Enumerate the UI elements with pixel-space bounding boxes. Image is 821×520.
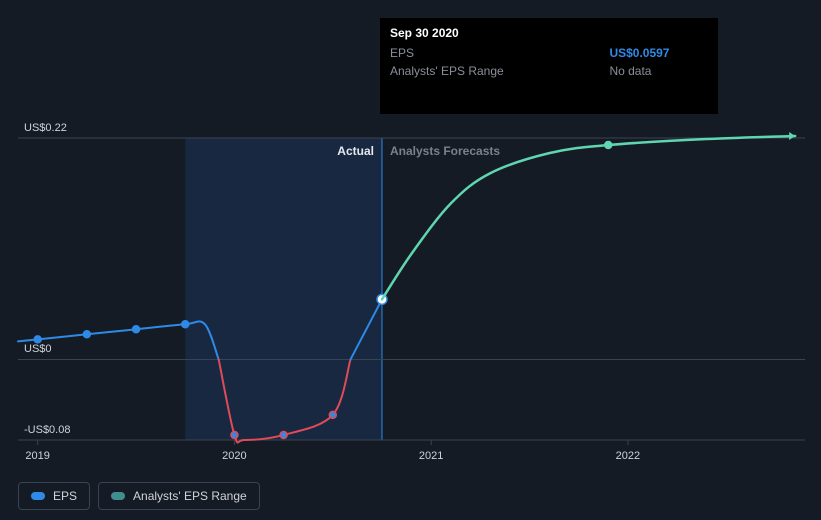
legend-swatch-icon <box>111 492 125 500</box>
chart-tooltip: Sep 30 2020 EPS US$0.0597 Analysts' EPS … <box>380 18 718 114</box>
tooltip-title: Sep 30 2020 <box>390 26 708 40</box>
y-axis-label: -US$0.08 <box>24 424 70 436</box>
legend-swatch-icon <box>31 492 45 500</box>
tooltip-table: EPS US$0.0597 Analysts' EPS Range No dat… <box>390 44 708 80</box>
y-axis-label: US$0.22 <box>24 122 67 134</box>
legend-item-eps[interactable]: EPS <box>18 482 90 510</box>
tooltip-key: Analysts' EPS Range <box>390 62 609 80</box>
x-axis-label: 2022 <box>616 450 640 462</box>
legend-label: EPS <box>53 489 77 503</box>
legend: EPS Analysts' EPS Range <box>18 482 260 510</box>
x-axis-label: 2021 <box>419 450 443 462</box>
legend-item-analysts-range[interactable]: Analysts' EPS Range <box>98 482 260 510</box>
eps-chart-container: Sep 30 2020 EPS US$0.0597 Analysts' EPS … <box>0 0 821 520</box>
legend-label: Analysts' EPS Range <box>133 489 247 503</box>
tooltip-key: EPS <box>390 44 609 62</box>
y-axis-label: US$0 <box>24 343 52 355</box>
x-axis-label: 2020 <box>222 450 246 462</box>
tooltip-value: No data <box>609 62 708 80</box>
x-axis-label: 2019 <box>25 450 49 462</box>
tooltip-value: US$0.0597 <box>609 44 708 62</box>
